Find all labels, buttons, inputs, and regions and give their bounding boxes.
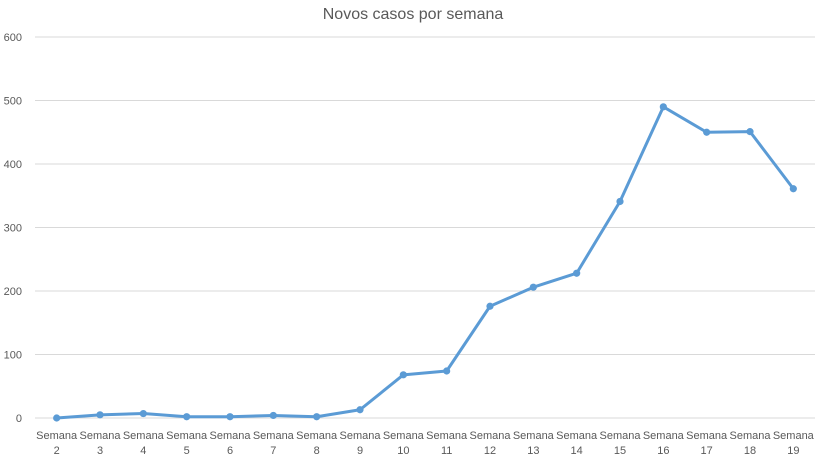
x-tick-label: Semana 12 <box>470 430 512 457</box>
data-point <box>616 197 624 206</box>
x-tick-label: Semana 15 <box>600 430 642 457</box>
y-axis-tick-labels: 0 100 200 300 400 500 600 <box>4 32 22 425</box>
data-point <box>703 128 711 136</box>
x-tick-label: Semana 9 <box>340 430 382 457</box>
x-tick-label: Semana 17 <box>686 430 728 457</box>
x-tick-label: Semana 5 <box>166 430 208 457</box>
data-point <box>529 283 537 291</box>
data-point <box>269 411 277 420</box>
y-tick-label: 500 <box>4 96 22 108</box>
series-line <box>55 105 795 420</box>
data-point <box>443 367 451 375</box>
y-tick-label: 100 <box>4 350 22 362</box>
data-point <box>789 185 797 193</box>
x-tick-label: Semana 14 <box>556 430 598 457</box>
data-point <box>183 413 191 421</box>
x-tick-label: Semana 2 <box>36 430 78 457</box>
data-point <box>53 414 61 422</box>
x-tick-label: Semana 18 <box>730 430 772 457</box>
data-point <box>486 302 494 310</box>
x-tick-label: Semana 11 <box>426 430 468 457</box>
y-tick-label: 600 <box>4 32 22 44</box>
series-layer <box>53 103 797 422</box>
data-point <box>96 411 104 419</box>
y-tick-label: 400 <box>4 159 22 171</box>
data-point <box>659 103 667 111</box>
x-tick-label: Semana 16 <box>643 430 685 457</box>
x-tick-label: Semana 6 <box>210 430 252 457</box>
data-point <box>139 409 147 418</box>
x-tick-label: Semana 19 <box>773 430 815 457</box>
x-tick-label: Semana 13 <box>513 430 555 457</box>
x-tick-label: Semana 10 <box>383 430 425 457</box>
x-tick-label: Semana 3 <box>80 430 122 457</box>
data-point <box>226 413 234 421</box>
data-point <box>313 413 321 421</box>
y-tick-label: 0 <box>16 413 22 425</box>
data-point <box>573 269 581 277</box>
y-tick-label: 300 <box>4 223 22 235</box>
x-tick-label: Semana 7 <box>253 430 295 457</box>
chart-title: Novos casos por semana <box>323 6 504 23</box>
data-point <box>356 406 364 414</box>
x-tick-label: Semana 4 <box>123 430 165 457</box>
x-tick-label: Semana 8 <box>296 430 338 457</box>
y-tick-label: 200 <box>4 286 22 298</box>
data-point <box>746 128 754 136</box>
data-point <box>399 371 407 379</box>
gridlines <box>35 36 815 419</box>
